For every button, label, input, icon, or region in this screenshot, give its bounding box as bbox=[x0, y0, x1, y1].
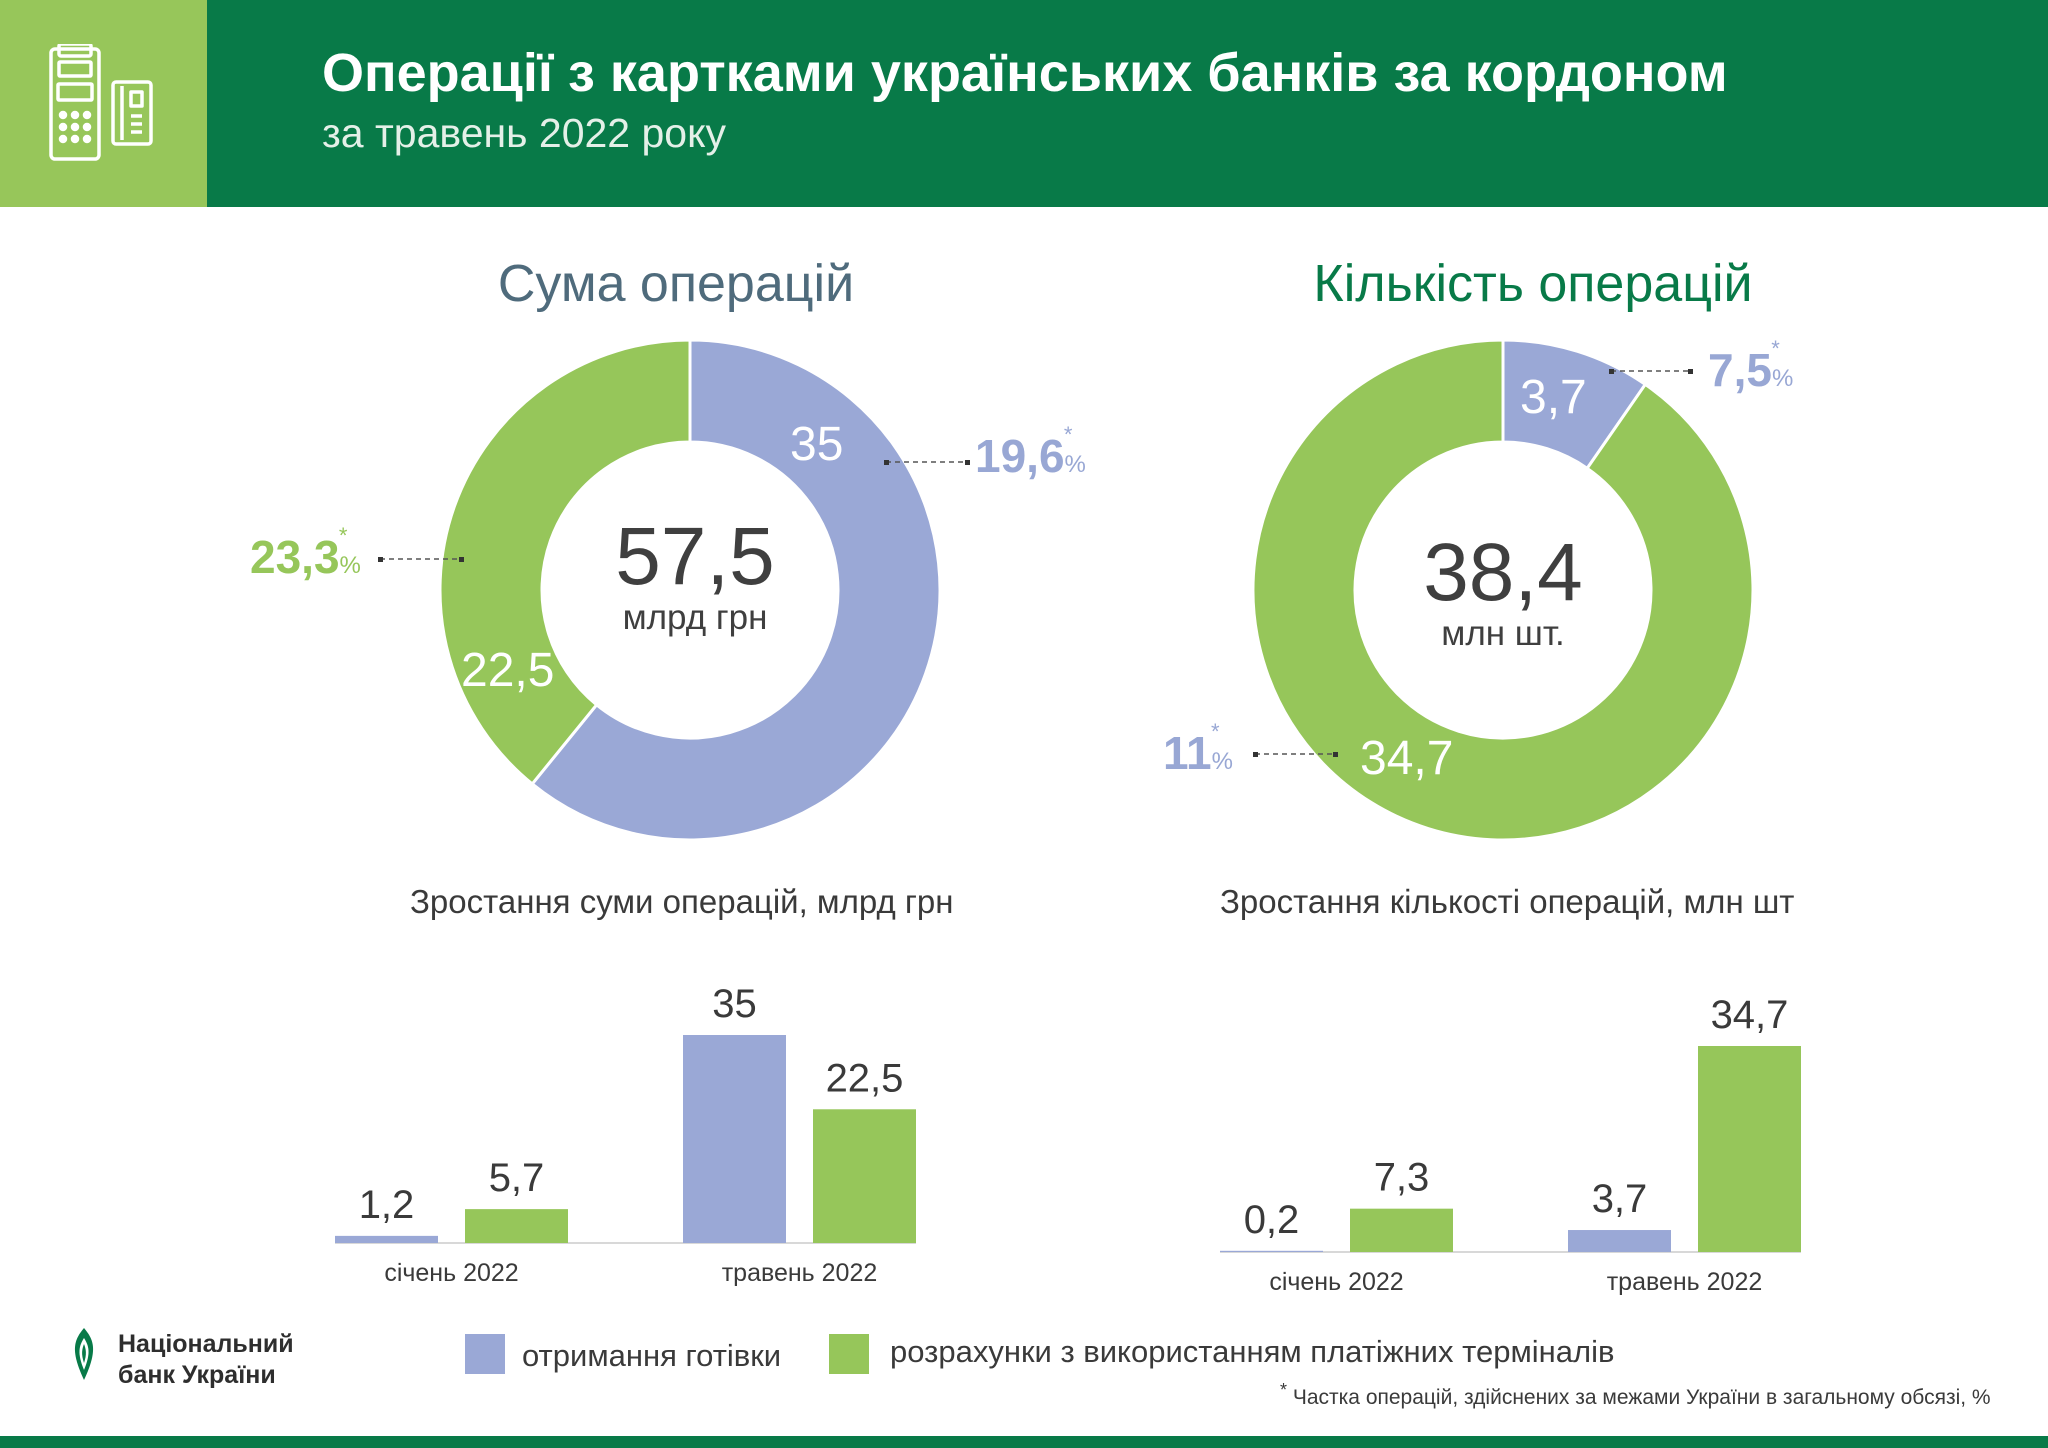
leader-dot bbox=[884, 460, 889, 465]
count-cash-slice-label: 3,7 bbox=[1520, 371, 1587, 424]
leader-dot bbox=[1253, 752, 1258, 757]
sum-bar-chart-title: Зростання суми операцій, млрд грн bbox=[410, 883, 954, 920]
sum-bar-chart: 1,2 5,7 січень 2022 35 22,5 травень 2022 bbox=[335, 982, 916, 1287]
bar-terminals bbox=[813, 1109, 916, 1243]
bar-category-label: січень 2022 bbox=[1269, 1268, 1403, 1296]
header-icon-box bbox=[0, 0, 207, 207]
leader-dot bbox=[1333, 752, 1338, 757]
bar-value-label: 0,2 bbox=[1244, 1198, 1300, 1242]
nbu-name-line2: банк України bbox=[118, 1361, 276, 1389]
bar-value-label: 22,5 bbox=[826, 1056, 904, 1100]
bar-category-label: травень 2022 bbox=[722, 1259, 878, 1287]
payment-terminal-and-card-icon bbox=[49, 44, 153, 161]
sum-chart-title: Сума операцій bbox=[497, 255, 855, 313]
count-bar-chart-title: Зростання кількості операцій, млн шт bbox=[1220, 883, 1795, 920]
legend-terminals-label: розрахунки з використанням платіжних тер… bbox=[890, 1334, 1615, 1369]
nbu-name-line1: Національний bbox=[118, 1330, 294, 1358]
bar-terminals bbox=[465, 1209, 568, 1243]
sum-terminal-slice-label: 22,5 bbox=[461, 644, 555, 697]
leader-dot bbox=[1688, 369, 1693, 374]
footnote: * Частка операцій, здійснених за межами … bbox=[1280, 1380, 1991, 1409]
bar-terminals bbox=[1350, 1208, 1453, 1252]
sum-total-value: 57,5 bbox=[615, 511, 775, 602]
leader-dot bbox=[1609, 369, 1614, 374]
bottom-band bbox=[0, 1436, 2048, 1448]
legend-cash-swatch bbox=[465, 1334, 505, 1374]
bar-value-label: 5,7 bbox=[489, 1156, 545, 1200]
nbu-logo bbox=[64, 1326, 104, 1387]
legend-cash-label: отримання готівки bbox=[522, 1338, 782, 1373]
bar-value-label: 1,2 bbox=[359, 1183, 415, 1227]
header-banner: Операції з картками українських банків з… bbox=[0, 0, 2048, 207]
bar-cash bbox=[335, 1235, 438, 1243]
count-chart-title: Кількість операцій bbox=[1313, 255, 1753, 313]
legend-terminals-swatch bbox=[829, 1334, 869, 1374]
bar-value-label: 35 bbox=[712, 982, 757, 1026]
sum-total-unit: млрд грн bbox=[622, 598, 768, 637]
leader-dot bbox=[378, 557, 383, 562]
count-bar-chart: 0,2 7,3 січень 2022 3,7 34,7 травень 2022 bbox=[1220, 993, 1801, 1296]
bar-cash bbox=[1568, 1230, 1671, 1252]
sum-terminal-share: 23,3%* bbox=[250, 523, 361, 583]
page-title: Операції з картками українських банків з… bbox=[322, 43, 1728, 103]
count-total-unit: млн шт. bbox=[1441, 614, 1565, 653]
count-cash-share: 7,5%* bbox=[1708, 336, 1794, 396]
bar-terminals bbox=[1698, 1046, 1801, 1252]
bar-cash bbox=[1220, 1250, 1323, 1252]
bar-category-label: січень 2022 bbox=[384, 1259, 518, 1287]
bar-cash bbox=[683, 1035, 786, 1243]
sum-cash-slice-label: 35 bbox=[790, 418, 844, 471]
bar-category-label: травень 2022 bbox=[1607, 1268, 1763, 1296]
count-total-value: 38,4 bbox=[1423, 527, 1583, 618]
leader-dot bbox=[965, 460, 970, 465]
page-subtitle: за травень 2022 року bbox=[322, 110, 726, 156]
bar-value-label: 34,7 bbox=[1711, 993, 1789, 1037]
nbu-emblem-icon bbox=[74, 1328, 94, 1380]
count-terminal-share: 11%* bbox=[1163, 719, 1233, 779]
count-terminal-slice-label: 34,7 bbox=[1360, 732, 1454, 785]
sum-cash-share: 19,6%* bbox=[975, 422, 1086, 482]
leader-dot bbox=[459, 557, 464, 562]
bar-value-label: 3,7 bbox=[1592, 1177, 1648, 1221]
bar-value-label: 7,3 bbox=[1374, 1156, 1430, 1200]
